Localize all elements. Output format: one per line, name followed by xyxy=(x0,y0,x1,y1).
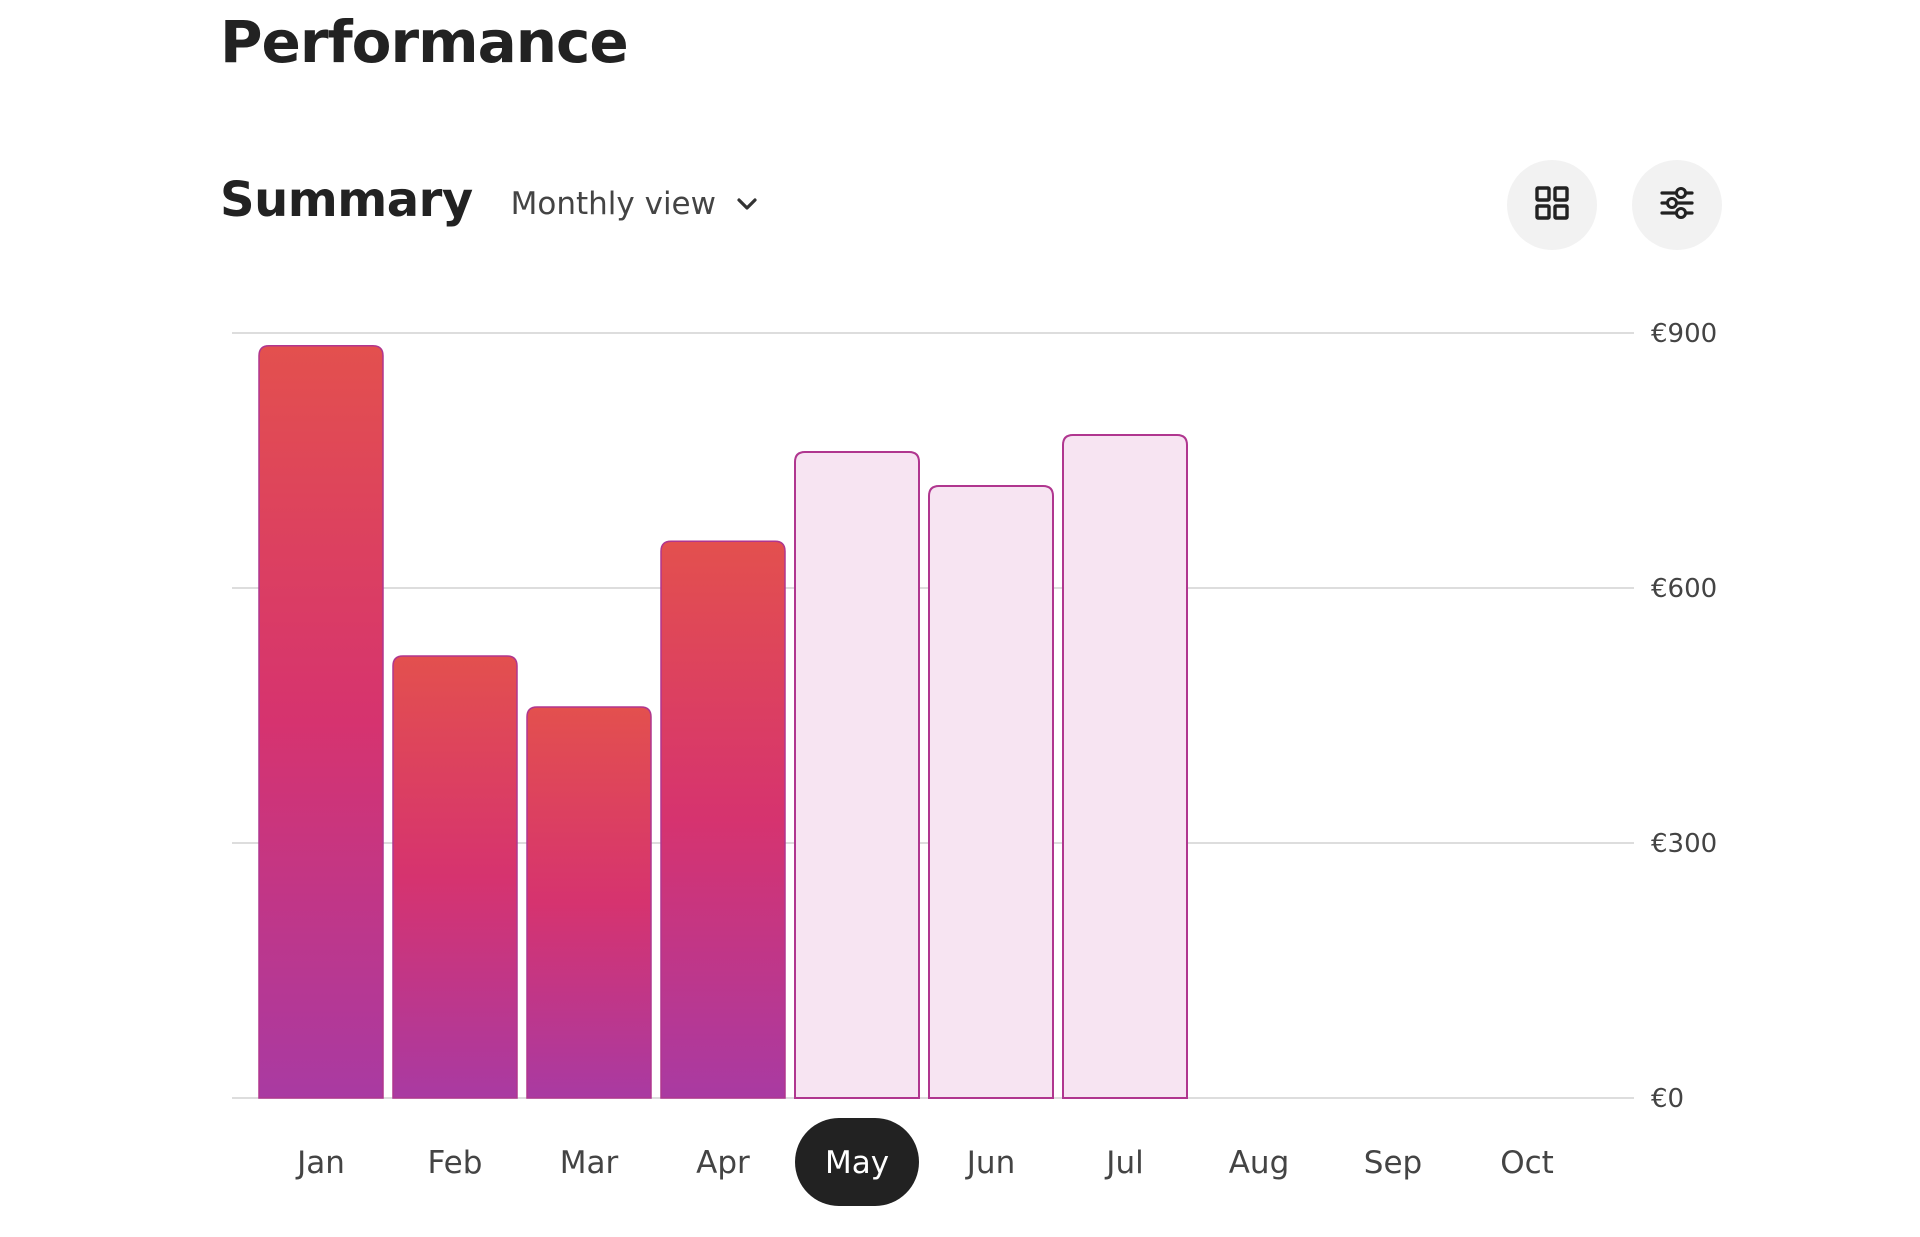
grid-view-button[interactable] xyxy=(1507,160,1597,250)
filter-button[interactable] xyxy=(1632,160,1722,250)
x-tick-label-oct[interactable]: Oct xyxy=(1500,1145,1554,1181)
grid-icon xyxy=(1534,185,1570,225)
bar-projected-jun[interactable] xyxy=(928,485,1054,1099)
y-tick-label: €300 xyxy=(1651,829,1717,859)
y-tick-label: €0 xyxy=(1651,1084,1684,1114)
bar-actual-jan[interactable] xyxy=(258,345,384,1099)
bars xyxy=(258,345,1188,1099)
view-select-label: Monthly view xyxy=(510,186,716,222)
bar-actual-mar[interactable] xyxy=(526,706,652,1099)
bar-actual-apr[interactable] xyxy=(660,540,786,1099)
x-tick-label-jul[interactable]: Jul xyxy=(1104,1145,1143,1181)
page-title: Performance xyxy=(220,8,629,76)
bar-projected-may[interactable] xyxy=(794,451,920,1099)
x-tick-label-mar[interactable]: Mar xyxy=(560,1145,619,1181)
x-tick-label-apr[interactable]: Apr xyxy=(696,1145,750,1181)
bar-actual-feb[interactable] xyxy=(392,655,518,1099)
y-tick-label: €900 xyxy=(1651,319,1717,349)
bar-projected-jul[interactable] xyxy=(1062,434,1188,1099)
x-tick-label-jun[interactable]: Jun xyxy=(965,1145,1015,1181)
summary-title: Summary xyxy=(220,172,473,228)
x-tick-label-sep[interactable]: Sep xyxy=(1364,1145,1422,1181)
x-tick-label-aug[interactable]: Aug xyxy=(1229,1145,1290,1181)
x-axis-labels: Jan Feb Mar Apr May Jun Jul Aug Sep Oct xyxy=(295,1118,1554,1206)
view-select-dropdown[interactable]: Monthly view xyxy=(511,178,758,222)
x-tick-label-feb[interactable]: Feb xyxy=(428,1145,483,1181)
selected-month-pill[interactable] xyxy=(795,1118,919,1206)
x-tick-label-jan[interactable]: Jan xyxy=(295,1145,345,1181)
sliders-icon xyxy=(1659,185,1695,225)
x-tick-label-may[interactable]: May xyxy=(825,1145,889,1181)
summary-header: Summary Monthly view xyxy=(220,172,758,228)
y-tick-label: €600 xyxy=(1651,574,1717,604)
chevron-down-icon xyxy=(736,193,758,215)
